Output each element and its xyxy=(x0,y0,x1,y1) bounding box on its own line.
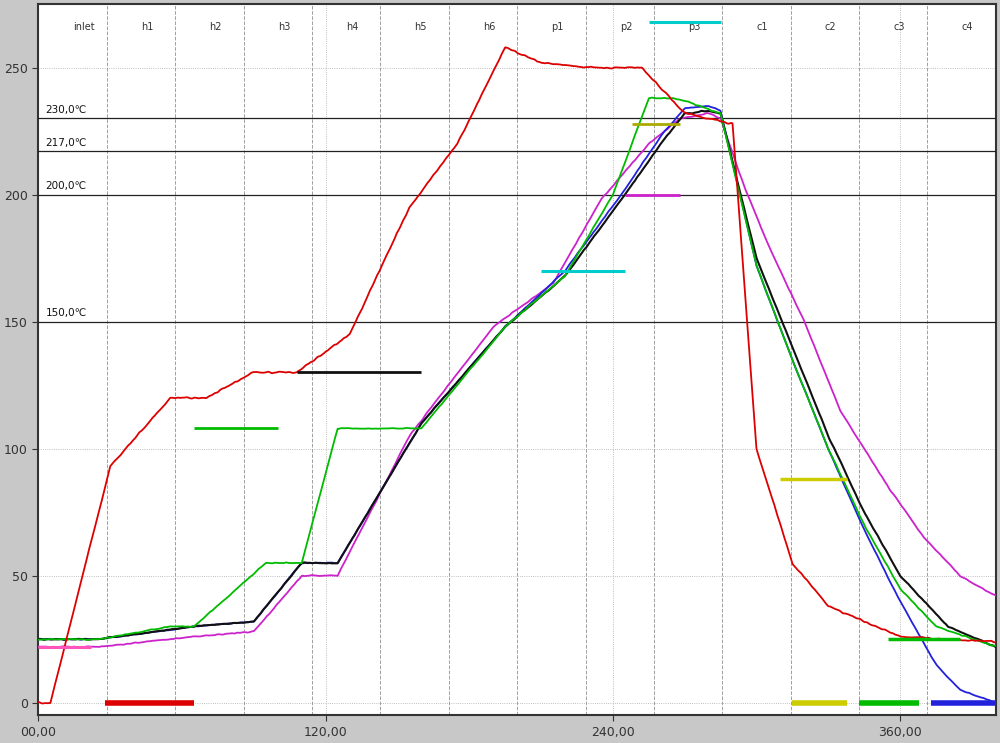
Text: p2: p2 xyxy=(620,22,632,32)
Text: h5: h5 xyxy=(415,22,427,32)
Text: h4: h4 xyxy=(346,22,359,32)
Text: h2: h2 xyxy=(209,22,222,32)
Text: c3: c3 xyxy=(893,22,905,32)
Text: 150,0℃: 150,0℃ xyxy=(46,308,87,318)
Text: h3: h3 xyxy=(278,22,290,32)
Text: p1: p1 xyxy=(551,22,564,32)
Text: h1: h1 xyxy=(141,22,153,32)
Text: h6: h6 xyxy=(483,22,495,32)
Text: c4: c4 xyxy=(962,22,973,32)
Text: 230,0℃: 230,0℃ xyxy=(46,105,87,114)
Text: 217,0℃: 217,0℃ xyxy=(46,137,87,148)
Text: inlet: inlet xyxy=(73,22,94,32)
Text: p3: p3 xyxy=(688,22,700,32)
Text: 200,0℃: 200,0℃ xyxy=(46,181,87,191)
Text: c1: c1 xyxy=(756,22,768,32)
Text: c2: c2 xyxy=(825,22,836,32)
